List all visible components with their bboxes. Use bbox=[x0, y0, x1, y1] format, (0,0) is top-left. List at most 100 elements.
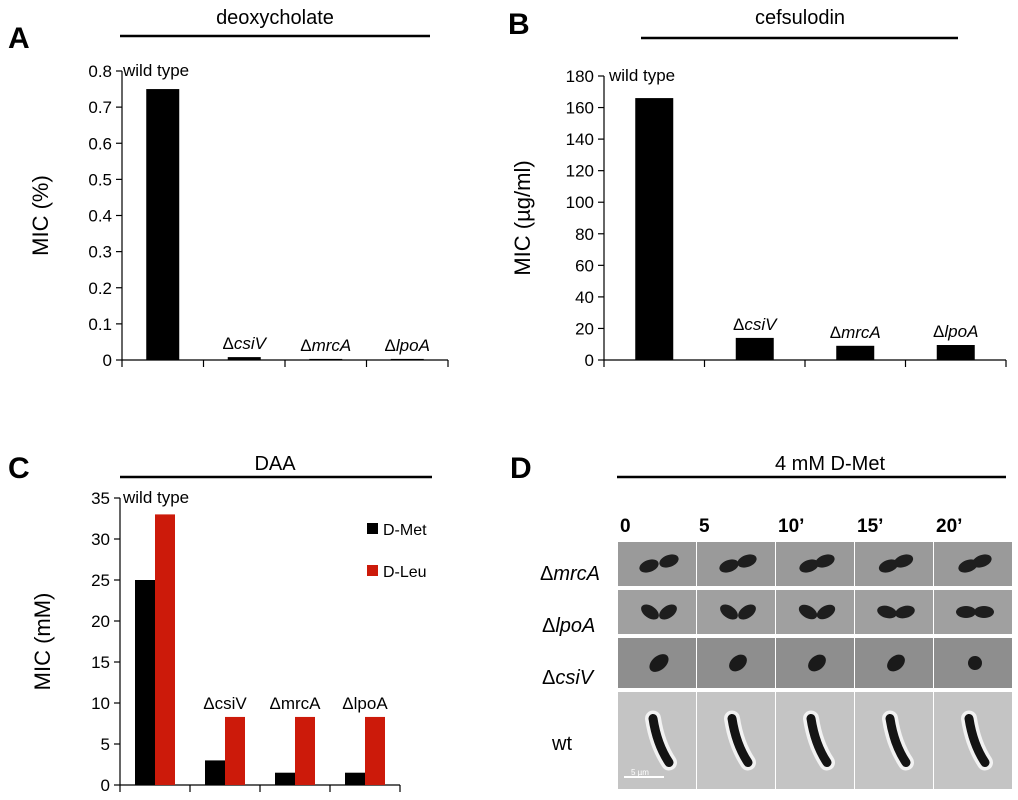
y-tick-label: 0 bbox=[103, 351, 112, 370]
micrograph-cell bbox=[855, 590, 933, 634]
y-axis-label: MIC (mM) bbox=[30, 593, 55, 691]
micrograph-cell bbox=[855, 542, 933, 586]
y-axis-label: MIC (µg/ml) bbox=[510, 160, 535, 275]
strain-gene: lpoA bbox=[555, 615, 595, 637]
y-tick-label: 5 bbox=[101, 735, 110, 754]
y-tick-label: 0.3 bbox=[88, 243, 112, 262]
panel-letter-c: C bbox=[8, 452, 30, 485]
y-tick-label: 0.6 bbox=[88, 134, 112, 153]
category-label-wild-type: wild type bbox=[122, 61, 189, 80]
micrograph-cell bbox=[934, 638, 1012, 688]
bar-mic-2 bbox=[836, 345, 875, 360]
chart-title: deoxycholate bbox=[216, 7, 334, 29]
bacterium-shape bbox=[877, 605, 897, 619]
bacterium-shape bbox=[659, 554, 679, 568]
micrograph-cell bbox=[776, 590, 854, 634]
panel-c-daa-chart: C DAA 0 5 10 15 20 25 30 35 MIC (mM) wild type ΔcsiV… bbox=[8, 452, 432, 795]
bar-mic-2 bbox=[309, 358, 343, 360]
category-label-gene: lpoA bbox=[944, 322, 978, 341]
bacterium-shape bbox=[968, 656, 982, 670]
bar-mic-1 bbox=[227, 357, 261, 360]
y-tick-label: 180 bbox=[566, 67, 594, 86]
micrograph-cell bbox=[618, 590, 696, 634]
bacterium-shape bbox=[974, 606, 994, 618]
bacterium-shape bbox=[649, 654, 669, 672]
y-tick-label: 100 bbox=[566, 193, 594, 212]
y-tick-label: 0 bbox=[101, 776, 110, 795]
strain-gene: mrcA bbox=[553, 563, 600, 585]
y-tick-label: 0.5 bbox=[88, 170, 112, 189]
timepoint-label: 5 bbox=[699, 516, 710, 537]
strain-label: ΔlpoA bbox=[542, 615, 595, 637]
bacterium-shape bbox=[729, 654, 747, 672]
bar-mic-1 bbox=[735, 337, 774, 360]
y-tick-label: 60 bbox=[575, 256, 594, 275]
bacterium-shape bbox=[893, 554, 914, 568]
y-tick-label: 0 bbox=[585, 351, 594, 370]
bacterium-shape bbox=[648, 714, 674, 767]
category-label-wild-type: wild type bbox=[608, 66, 675, 85]
category-label: ΔmrcA bbox=[830, 323, 881, 342]
category-label-gene: mrcA bbox=[841, 323, 881, 342]
bacterium-shape bbox=[956, 606, 976, 618]
y-tick-label: 15 bbox=[91, 653, 110, 672]
micrograph-cell bbox=[618, 692, 696, 789]
legend-label-d-met: D-Met bbox=[383, 522, 427, 539]
category-label: ΔlpoA bbox=[933, 322, 978, 341]
y-tick-label: 40 bbox=[575, 288, 594, 307]
bacterium-shape bbox=[720, 604, 738, 620]
strain-label: ΔcsiV bbox=[542, 667, 595, 689]
bacterium-shape bbox=[719, 559, 739, 573]
y-tick-label: 10 bbox=[91, 694, 110, 713]
bar-d-leu-2 bbox=[295, 716, 315, 785]
strain-delta: Δ bbox=[542, 667, 555, 689]
bacterium-shape bbox=[639, 559, 659, 573]
timepoint-label: 15’ bbox=[857, 516, 883, 537]
micrograph-cell bbox=[618, 638, 696, 688]
micrograph-cell bbox=[934, 590, 1012, 634]
category-label: ΔlpoA bbox=[385, 336, 430, 355]
category-label-gene: mrcA bbox=[312, 336, 352, 355]
legend-swatch-d-leu bbox=[367, 565, 378, 576]
bar-d-met-3 bbox=[345, 772, 365, 785]
micrograph-cell bbox=[934, 692, 1012, 789]
category-label: ΔcsiV bbox=[203, 694, 247, 713]
bar-d-leu-3 bbox=[365, 716, 385, 785]
panel-d-title: 4 mM D-Met bbox=[775, 453, 885, 475]
bacterium-shape bbox=[641, 604, 659, 620]
category-label-gene: csiV bbox=[744, 315, 778, 334]
panel-letter-a: A bbox=[8, 22, 30, 55]
bar-mic-0 bbox=[146, 89, 180, 360]
y-tick-label: 0.8 bbox=[88, 62, 112, 81]
y-tick-label: 0.7 bbox=[88, 98, 112, 117]
category-label: ΔcsiV bbox=[733, 315, 778, 334]
category-label-gene: csiV bbox=[234, 334, 268, 353]
bar-d-leu-0 bbox=[155, 514, 175, 785]
micrograph-cell bbox=[618, 542, 696, 586]
micrograph-cell bbox=[855, 638, 933, 688]
y-tick-label: 0.1 bbox=[88, 315, 112, 334]
category-label-gene: lpoA bbox=[396, 336, 430, 355]
bacterium-shape bbox=[972, 554, 992, 568]
micrograph-cell bbox=[776, 542, 854, 586]
strain-gene: csiV bbox=[555, 667, 594, 689]
strain-label: wt bbox=[551, 733, 572, 755]
bar-mic-0 bbox=[635, 98, 674, 360]
bacterium-shape bbox=[816, 604, 836, 620]
bar-d-met-0 bbox=[135, 580, 155, 785]
y-axis-label: MIC (%) bbox=[28, 175, 53, 256]
timepoint-label: 0 bbox=[620, 516, 631, 537]
y-tick-label: 160 bbox=[566, 99, 594, 118]
strain-label: ΔmrcA bbox=[540, 563, 600, 585]
category-label: ΔcsiV bbox=[223, 334, 268, 353]
micrograph-cell bbox=[697, 692, 775, 789]
category-label: ΔmrcA bbox=[269, 694, 321, 713]
legend-label-d-leu: D-Leu bbox=[383, 564, 427, 581]
category-label-delta: Δ bbox=[830, 323, 841, 342]
strain-delta: Δ bbox=[542, 615, 555, 637]
category-label: ΔmrcA bbox=[300, 336, 351, 355]
bacterium-shape bbox=[808, 654, 826, 672]
bacterium-shape bbox=[799, 559, 819, 573]
